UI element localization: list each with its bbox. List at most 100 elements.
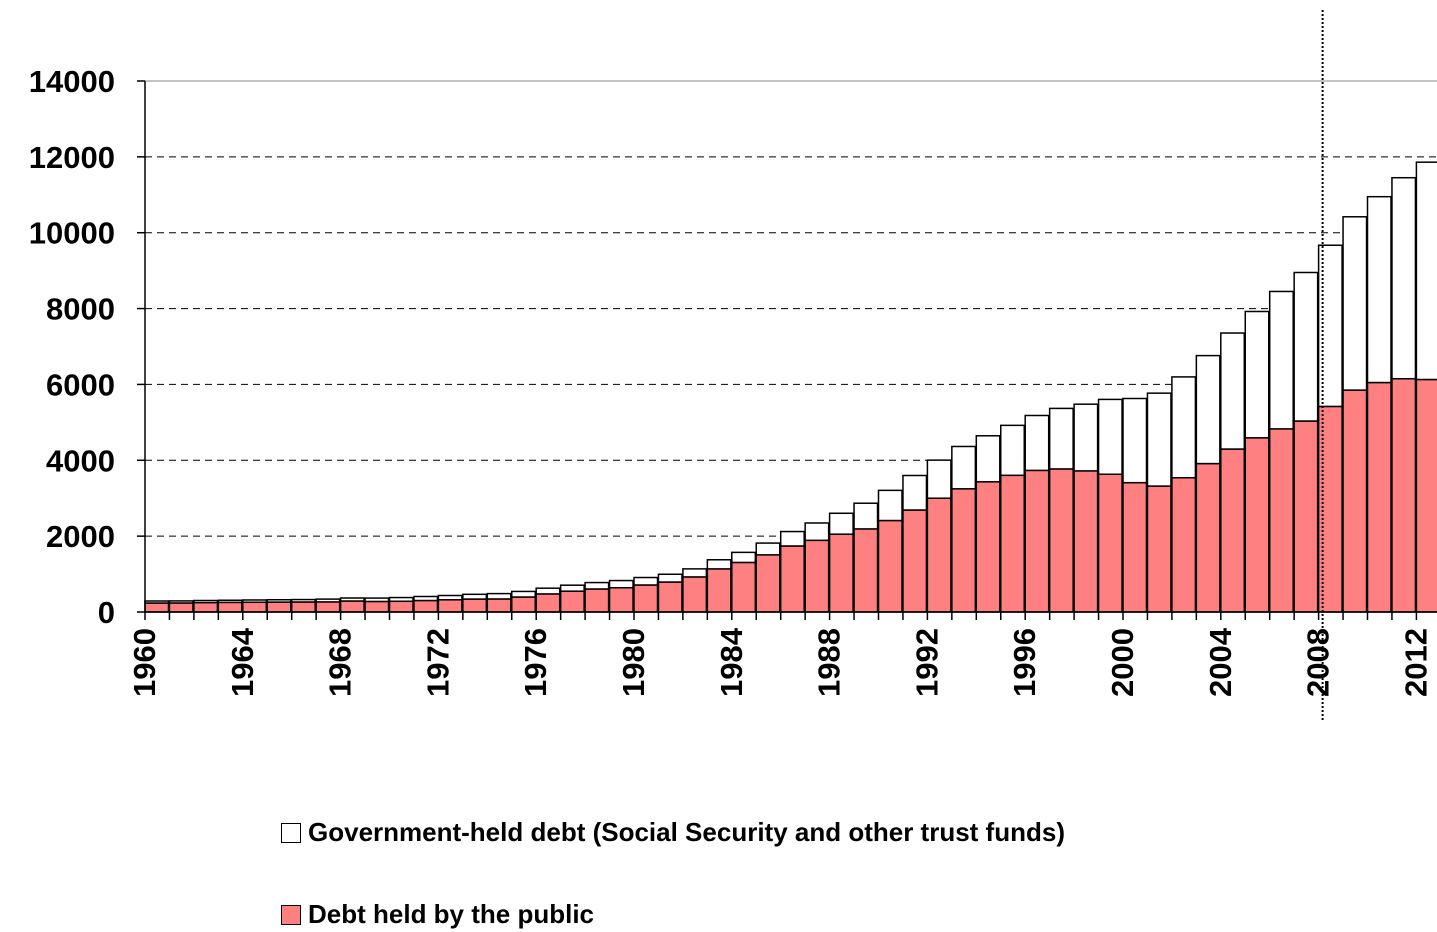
bar-government-2008	[1317, 244, 1343, 408]
bar-public-2007	[1293, 420, 1319, 613]
bar-public-2008	[1317, 405, 1343, 613]
bar-public-1975	[511, 596, 536, 613]
bar-public-1997	[1048, 468, 1074, 613]
x-tick-label: 1968	[323, 628, 358, 697]
legend-item-public: Debt held by the public	[281, 899, 594, 930]
x-tick-label: 1972	[420, 628, 455, 697]
bar-government-1970	[388, 596, 414, 603]
bar-public-1972	[437, 599, 463, 613]
bar-government-2010	[1366, 195, 1392, 384]
bar-public-1964	[242, 601, 268, 613]
bar-public-2003	[1195, 462, 1221, 613]
y-tick-label: 10000	[29, 216, 115, 251]
x-tick-label: 2008	[1301, 628, 1336, 697]
bar-government-1961	[168, 600, 194, 604]
bar-government-1971	[413, 595, 439, 602]
x-tick-label: 1964	[225, 627, 260, 697]
bar-government-1987	[804, 522, 830, 542]
legend-item-government-held: Government-held debt (Social Security an…	[281, 817, 1065, 848]
legend-swatch-public	[281, 904, 301, 925]
bar-government-1979	[608, 579, 634, 589]
bar-government-2002	[1171, 376, 1197, 479]
bar-public-2000	[1122, 481, 1148, 613]
bar-government-1990	[877, 489, 903, 522]
y-tick-label: 6000	[46, 367, 115, 402]
bar-government-2001	[1146, 392, 1172, 487]
legend-label-public: Debt held by the public	[308, 899, 595, 929]
y-tick-label: 0	[98, 595, 115, 630]
bar-government-1978	[584, 581, 610, 590]
bar-government-1969	[364, 597, 390, 603]
bar-government-1985	[755, 542, 781, 556]
bar-government-1997	[1048, 407, 1074, 470]
bar-public-1968	[339, 600, 365, 613]
bar-public-2006	[1268, 428, 1294, 613]
bar-public-1971	[413, 599, 439, 613]
bar-government-2003	[1195, 354, 1221, 465]
legend-swatch-government-held	[281, 822, 301, 843]
bar-public-1995	[1000, 474, 1025, 613]
bar-government-2011	[1391, 176, 1417, 380]
bar-public-2005	[1244, 437, 1270, 613]
bar-public-1981	[657, 581, 683, 613]
bar-government-2012	[1415, 161, 1437, 381]
bar-government-1993	[951, 445, 977, 490]
bar-public-2012	[1415, 378, 1437, 613]
x-tick-label: 1980	[616, 628, 651, 697]
y-tick-label: 2000	[46, 519, 115, 554]
bar-government-1967	[315, 598, 341, 603]
bar-government-1963	[217, 599, 243, 604]
bar-public-1983	[706, 568, 732, 613]
bar-public-1969	[364, 600, 390, 613]
bar-government-1968	[339, 597, 365, 602]
bar-government-1965	[266, 598, 292, 603]
bar-public-1979	[608, 586, 634, 613]
bar-government-1977	[559, 584, 585, 592]
bar-government-1974	[486, 592, 512, 600]
bar-government-1988	[828, 512, 854, 535]
x-tick-label: 1960	[127, 628, 162, 697]
bar-government-1994	[975, 435, 1001, 483]
y-tick-labels: 0 2000 4000 6000 8000 10000 12000 14000	[29, 64, 115, 630]
bar-government-1980	[633, 576, 659, 586]
bar-public-2004	[1220, 448, 1246, 613]
bar-public-1974	[486, 598, 512, 613]
bar-government-2007	[1293, 271, 1319, 422]
bar-public-1980	[633, 584, 659, 613]
bar-public-1994	[975, 481, 1001, 613]
bar-public-1967	[315, 601, 341, 613]
bar-public-1960	[144, 602, 170, 613]
bar-public-1976	[535, 593, 561, 613]
bar-public-1986	[779, 545, 805, 613]
bar-government-1989	[853, 502, 879, 530]
bar-public-1966	[290, 601, 316, 613]
x-tick-label: 1976	[518, 628, 553, 697]
bar-public-1963	[217, 601, 243, 613]
bar-public-1985	[755, 554, 781, 613]
bar-public-2009	[1342, 389, 1368, 613]
bar-public-1962	[193, 601, 219, 613]
bar-government-1984	[731, 551, 757, 564]
bar-public-1977	[559, 590, 585, 613]
bar-government-1975	[511, 590, 536, 598]
bar-government-1995	[1000, 424, 1025, 477]
bar-government-1973	[462, 593, 488, 600]
grid-layer	[145, 80, 1437, 537]
bar-government-1982	[682, 568, 708, 578]
bar-public-1965	[266, 601, 292, 613]
bar-government-1962	[193, 599, 219, 604]
x-tick-label: 1988	[812, 628, 847, 697]
y-tick-label: 12000	[29, 140, 115, 175]
bar-government-1981	[657, 573, 683, 583]
legend-label-government-held: Government-held debt (Social Security an…	[308, 817, 1065, 847]
axes-layer	[137, 80, 1437, 620]
bar-public-1984	[731, 561, 757, 613]
bar-government-2000	[1122, 397, 1148, 484]
bar-public-1991	[902, 509, 928, 613]
bar-government-1991	[902, 474, 928, 511]
bar-government-1960	[144, 600, 170, 604]
bar-public-1961	[168, 602, 194, 613]
y-tick-label: 4000	[46, 443, 115, 478]
bar-government-2009	[1342, 216, 1368, 391]
